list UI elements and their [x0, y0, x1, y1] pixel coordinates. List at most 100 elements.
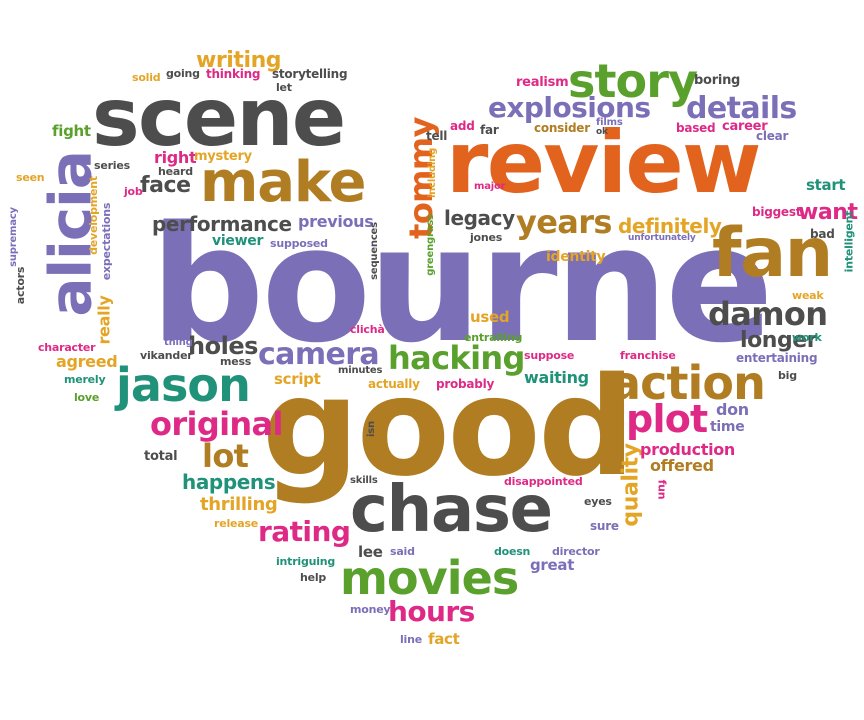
word-thrilling: thrilling — [200, 494, 278, 515]
word-thing: thing — [164, 337, 193, 348]
word-clear: clear — [756, 129, 789, 143]
word-let: let — [276, 81, 292, 94]
word-original: original — [150, 405, 283, 443]
word-career: career — [722, 119, 768, 134]
word-release: release — [214, 517, 259, 530]
word-really: really — [94, 295, 114, 345]
word-sure: sure — [590, 519, 619, 533]
word-seen: seen — [16, 171, 45, 184]
word-cliche: clichà — [350, 323, 385, 336]
word-don: don — [716, 400, 749, 419]
word-probably: probably — [436, 377, 495, 391]
word-consider: consider — [534, 121, 590, 135]
word-action: action — [610, 356, 766, 410]
word-supremacy: supremacy — [7, 207, 19, 267]
word-lot: lot — [202, 437, 249, 475]
word-series: series — [94, 159, 130, 172]
word-script: script — [274, 370, 321, 388]
word-vikander: vikander — [140, 349, 193, 362]
word-hacking: hacking — [388, 339, 525, 377]
word-fact: fact — [428, 630, 460, 648]
word-details: details — [686, 91, 797, 126]
word-love: love — [74, 391, 100, 404]
word-chase: chase — [350, 473, 553, 547]
word-heard: heard — [158, 165, 193, 178]
word-said: said — [390, 545, 415, 558]
word-story: story — [568, 54, 698, 108]
word-biggest: biggest — [752, 205, 802, 219]
word-supposed: supposed — [270, 237, 328, 250]
word-sequences: sequences — [368, 222, 380, 280]
word-line: line — [400, 633, 422, 646]
word-happens: happens — [182, 470, 276, 494]
word-major: major — [474, 181, 506, 192]
word-films: films — [596, 117, 623, 128]
word-intelligent: intelligent — [842, 210, 856, 273]
word-performance: performance — [152, 212, 292, 236]
word-far: far — [480, 123, 499, 137]
word-hours: hours — [388, 595, 475, 628]
word-job: job — [124, 185, 143, 198]
word-storytelling: storytelling — [272, 67, 348, 81]
word-intriguing: intriguing — [276, 555, 336, 568]
word-previous: previous — [298, 212, 374, 231]
word-want: want — [798, 200, 858, 225]
word-great: great — [530, 556, 575, 574]
word-suppose: suppose — [524, 349, 575, 362]
word-minutes: minutes — [338, 365, 383, 376]
word-time: time — [710, 419, 745, 435]
word-movies: movies — [340, 551, 519, 605]
word-years: years — [516, 203, 612, 241]
word-waiting: waiting — [524, 368, 589, 387]
word-start: start — [806, 176, 846, 194]
word-money: money — [350, 603, 391, 616]
word-greengrass: greengrass — [424, 214, 436, 276]
word-scene: scene — [92, 71, 346, 164]
word-legacy: legacy — [444, 206, 515, 230]
word-bad: bad — [810, 227, 835, 241]
word-damon: damon — [708, 295, 828, 333]
word-help: help — [300, 571, 327, 584]
word-bourne: bourne — [150, 191, 774, 378]
word-total: total — [144, 449, 178, 464]
word-work: work — [792, 331, 822, 344]
word-production: production — [640, 440, 735, 459]
word-fun: fun — [655, 479, 669, 500]
word-fight: fight — [52, 122, 91, 140]
word-development: development — [86, 176, 100, 255]
word-viewer: viewer — [212, 233, 264, 249]
word-mystery: mystery — [194, 149, 252, 164]
word-longer: longer — [740, 328, 818, 353]
word-writing: writing — [196, 48, 282, 73]
word-ok: ok — [596, 127, 608, 137]
word-franchise: franchise — [620, 349, 676, 362]
word-mess: mess — [220, 355, 252, 368]
word-weak: weak — [792, 289, 824, 302]
word-identity: identity — [546, 249, 606, 265]
word-director: director — [552, 545, 600, 558]
word-used: used — [470, 308, 510, 326]
word-lee: lee — [358, 543, 383, 561]
word-actors: actors — [14, 266, 28, 305]
word-jones: jones — [470, 231, 503, 244]
word-eyes: eyes — [584, 495, 612, 508]
word-camera: camera — [258, 337, 380, 372]
word-thinking: thinking — [206, 67, 261, 81]
word-realism: realism — [516, 75, 569, 90]
word-agreed: agreed — [56, 352, 118, 371]
word-tell: tell — [426, 129, 448, 143]
word-unfortunately: unfortunately — [628, 233, 696, 243]
word-rating: rating — [258, 515, 351, 548]
word-solid: solid — [132, 71, 161, 84]
word-good: good — [262, 349, 635, 507]
word-skills: skills — [350, 475, 378, 486]
word-based: based — [676, 121, 716, 135]
word-definitely: definitely — [618, 214, 722, 238]
word-merely: merely — [64, 373, 106, 386]
word-character: character — [38, 341, 96, 354]
word-big: big — [778, 369, 797, 382]
word-fan: fan — [712, 214, 833, 293]
word-right: right — [154, 148, 197, 167]
word-boring: boring — [694, 73, 741, 88]
word-entralling: entralling — [464, 331, 523, 344]
